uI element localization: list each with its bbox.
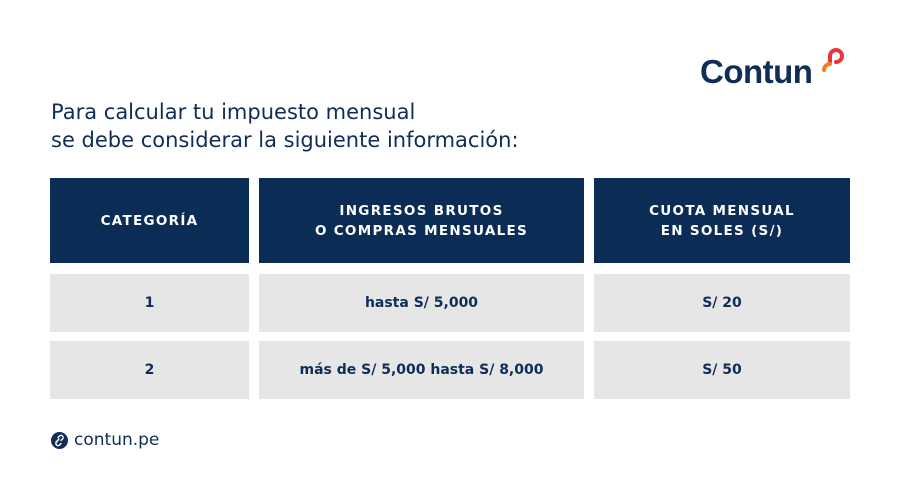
table-cell: 2 [50,341,249,399]
table-cell: hasta S/ 5,000 [259,274,584,332]
header-cell: CUOTA MENSUAL EN SOLES (S/) [594,178,850,263]
intro-line: se debe considerar la siguiente informac… [51,128,519,152]
header-cell: CATEGORÍA [50,178,249,263]
table-cell: S/ 50 [594,341,850,399]
logo: Contun [700,48,845,92]
intro: Para calcular tu impuesto mensual se debe… [51,98,519,154]
header-text: CUOTA MENSUAL [649,202,795,219]
header-text: EN SOLES (S/) [660,222,784,239]
website: contun.pe [74,430,160,450]
header-text: O COMPRAS MENSUALES [314,222,529,239]
footer: contun.pe [51,430,159,450]
intro-line: Para calcular tu impuesto mensual [51,100,416,124]
logo-icon [822,48,845,72]
header-text: INGRESOS BRUTOS [339,202,504,219]
logo-text: Contun [700,53,813,90]
table-cell: 1 [50,274,249,332]
table-cell: S/ 20 [594,274,850,332]
header-cell: INGRESOS BRUTOS O COMPRAS MENSUALES [259,178,584,263]
table-cell: más de S/ 5,000 hasta S/ 8,000 [259,341,584,399]
header-text: CATEGORÍA [100,212,199,229]
web-icon [51,431,68,449]
